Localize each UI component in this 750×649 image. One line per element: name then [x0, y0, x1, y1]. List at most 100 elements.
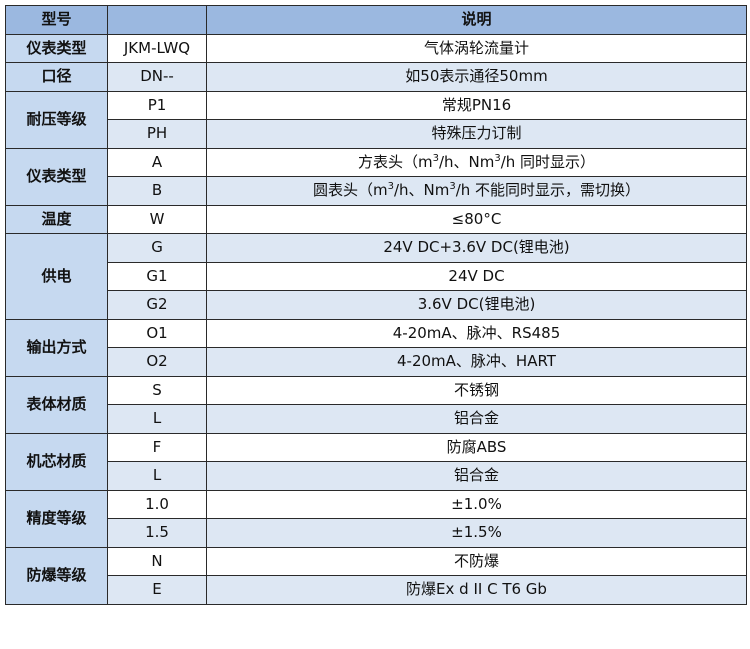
- option-code: F: [107, 432, 207, 462]
- option-code: W: [107, 204, 207, 234]
- option-code: PH: [107, 119, 207, 149]
- option-description: ±1.0%: [206, 489, 747, 519]
- table-row: 仪表类型 JKM-LWQ 气体涡轮流量计: [5, 33, 747, 63]
- description-text: 4-20mA、脉冲、RS485: [392, 323, 561, 342]
- group-label: 输出方式: [5, 318, 108, 377]
- table-row: 精度等级 1.0 ±1.0%: [5, 489, 747, 548]
- option-code: L: [107, 404, 207, 434]
- group-label: 供电: [5, 233, 108, 320]
- option-description: 3.6V DC(锂电池): [206, 290, 747, 320]
- header-row: 型号 说明: [5, 5, 747, 35]
- option-description: 常规PN16: [206, 90, 747, 120]
- description-text: 圆表头（m: [312, 181, 388, 200]
- description-text: /h、Nm: [393, 181, 450, 200]
- table-row: L 铝合金: [6, 404, 747, 434]
- option-code: O2: [107, 347, 207, 377]
- description-text: 铝合金: [453, 466, 499, 485]
- description-text: 防爆Ex d II C T6 Gb: [406, 580, 547, 599]
- option-description: 24V DC+3.6V DC(锂电池): [206, 233, 747, 263]
- option-description: 24V DC: [206, 261, 747, 291]
- description-text: 防腐ABS: [446, 437, 507, 456]
- table-row: O2 4-20mA、脉冲、HART: [6, 347, 747, 377]
- header-code: [107, 5, 207, 35]
- option-code: S: [107, 375, 207, 405]
- table-row: B 圆表头（m3/h、Nm3/h 不能同时显示，需切换）: [6, 176, 747, 206]
- table-row: G1 24V DC: [6, 261, 747, 291]
- description-text: 4-20mA、脉冲、HART: [397, 352, 556, 371]
- table-row: 供电 G 24V DC+3.6V DC(锂电池): [5, 233, 747, 320]
- description-text: 铝合金: [453, 409, 499, 428]
- option-code: O1: [107, 318, 207, 348]
- option-description: 不防爆: [206, 546, 747, 576]
- option-description: 4-20mA、脉冲、HART: [206, 347, 747, 377]
- description-text: 24V DC+3.6V DC(锂电池): [383, 238, 570, 257]
- option-description: 如50表示通径50mm: [206, 62, 747, 92]
- group-label: 仪表类型: [5, 33, 108, 63]
- description-text: 3.6V DC(锂电池): [417, 295, 536, 314]
- option-code: N: [107, 546, 207, 576]
- option-description: 方表头（m3/h、Nm3/h 同时显示）: [206, 147, 747, 177]
- table-row: E 防爆Ex d II C T6 Gb: [6, 575, 747, 605]
- superscript: 3: [494, 152, 501, 164]
- group-label: 机芯材质: [5, 432, 108, 491]
- option-code: DN--: [107, 62, 207, 92]
- option-code: G: [107, 233, 207, 263]
- table-row: 输出方式 O1 4-20mA、脉冲、RS485: [5, 318, 747, 377]
- description-text: ≤80°C: [451, 209, 502, 228]
- table-row: 防爆等级 N 不防爆: [5, 546, 747, 605]
- option-code: G1: [107, 261, 207, 291]
- table-row: 温度 W ≤80°C: [5, 204, 747, 234]
- option-description: 铝合金: [206, 461, 747, 491]
- model-spec-table: 型号 说明 仪表类型 JKM-LWQ 气体涡轮流量计 口径 DN-- 如50表示通径50m…: [5, 5, 747, 605]
- superscript: 3: [432, 152, 439, 164]
- table-row: 1.5 ±1.5%: [6, 518, 747, 548]
- description-text: 常规PN16: [441, 95, 512, 114]
- description-text: /h 不能同时显示，需切换）: [455, 181, 641, 200]
- description-text: 如50表示通径50mm: [405, 67, 548, 86]
- group-label: 防爆等级: [5, 546, 108, 605]
- option-description: 4-20mA、脉冲、RS485: [206, 318, 747, 348]
- header-model: 型号: [5, 5, 108, 35]
- description-text: 不防爆: [453, 551, 499, 570]
- option-description: 圆表头（m3/h、Nm3/h 不能同时显示，需切换）: [206, 176, 747, 206]
- table-row: G2 3.6V DC(锂电池): [6, 290, 747, 320]
- table-row: 仪表类型 A 方表头（m3/h、Nm3/h 同时显示）: [5, 147, 747, 206]
- superscript: 3: [387, 181, 394, 193]
- description-text: 不锈钢: [453, 380, 499, 399]
- option-code: JKM-LWQ: [107, 33, 207, 63]
- option-description: 气体涡轮流量计: [206, 33, 747, 63]
- option-code: B: [107, 176, 207, 206]
- group-label: 温度: [5, 204, 108, 234]
- table-row: L 铝合金: [6, 461, 747, 491]
- description-text: ±1.5%: [451, 523, 502, 542]
- option-description: 不锈钢: [206, 375, 747, 405]
- option-code: P1: [107, 90, 207, 120]
- option-description: 防腐ABS: [206, 432, 747, 462]
- description-text: /h 同时显示）: [500, 152, 596, 171]
- option-description: 防爆Ex d II C T6 Gb: [206, 575, 747, 605]
- table-row: PH 特殊压力订制: [6, 119, 747, 149]
- option-code: 1.0: [107, 489, 207, 519]
- option-code: E: [107, 575, 207, 605]
- description-text: 24V DC: [448, 266, 505, 285]
- option-description: 特殊压力订制: [206, 119, 747, 149]
- table-row: 口径 DN-- 如50表示通径50mm: [5, 62, 747, 92]
- group-label: 耐压等级: [5, 90, 108, 149]
- superscript: 3: [449, 181, 456, 193]
- description-text: 方表头（m: [357, 152, 433, 171]
- option-description: 铝合金: [206, 404, 747, 434]
- group-label: 精度等级: [5, 489, 108, 548]
- header-description: 说明: [206, 5, 747, 35]
- table-row: 耐压等级 P1 常规PN16: [5, 90, 747, 149]
- group-label: 口径: [5, 62, 108, 92]
- description-text: /h、Nm: [438, 152, 495, 171]
- description-text: 特殊压力订制: [431, 124, 522, 143]
- option-code: A: [107, 147, 207, 177]
- option-description: ≤80°C: [206, 204, 747, 234]
- group-label: 表体材质: [5, 375, 108, 434]
- group-label: 仪表类型: [5, 147, 108, 206]
- option-code: 1.5: [107, 518, 207, 548]
- description-text: ±1.0%: [451, 494, 502, 513]
- table-row: 表体材质 S 不锈钢: [5, 375, 747, 434]
- option-code: L: [107, 461, 207, 491]
